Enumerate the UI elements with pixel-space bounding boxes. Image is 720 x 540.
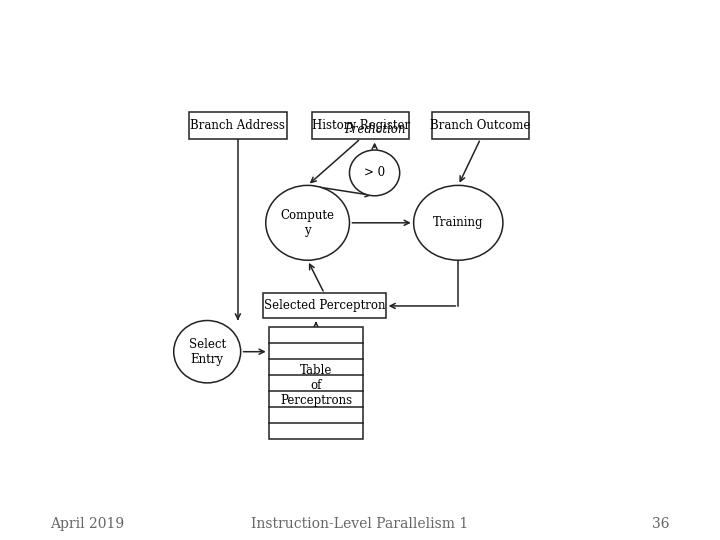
Bar [269, 327, 364, 439]
Text: Training: Training [433, 217, 484, 230]
Ellipse shape [349, 150, 400, 196]
Text: Table
of
Perceptrons: Table of Perceptrons [280, 363, 352, 407]
Text: > 0: > 0 [364, 166, 385, 179]
Text: Branch Outcome: Branch Outcome [431, 119, 531, 132]
Ellipse shape [414, 185, 503, 260]
FancyBboxPatch shape [312, 112, 410, 139]
Text: Select
Entry: Select Entry [189, 338, 226, 366]
Text: 36: 36 [652, 517, 670, 531]
Text: Selected Perceptron: Selected Perceptron [264, 300, 385, 313]
FancyBboxPatch shape [432, 112, 529, 139]
Text: Instruction-Level Parallelism 1: Instruction-Level Parallelism 1 [251, 517, 469, 531]
FancyBboxPatch shape [263, 294, 386, 319]
Circle shape [658, 11, 674, 23]
Text: Compute
y: Compute y [281, 209, 335, 237]
Text: Branch Address: Branch Address [190, 119, 285, 132]
Text: Prediction: Prediction [343, 123, 405, 136]
Ellipse shape [174, 321, 240, 383]
FancyBboxPatch shape [189, 112, 287, 139]
Text: History Register: History Register [312, 119, 410, 132]
Ellipse shape [266, 185, 349, 260]
Text: April 2019: April 2019 [50, 517, 125, 531]
